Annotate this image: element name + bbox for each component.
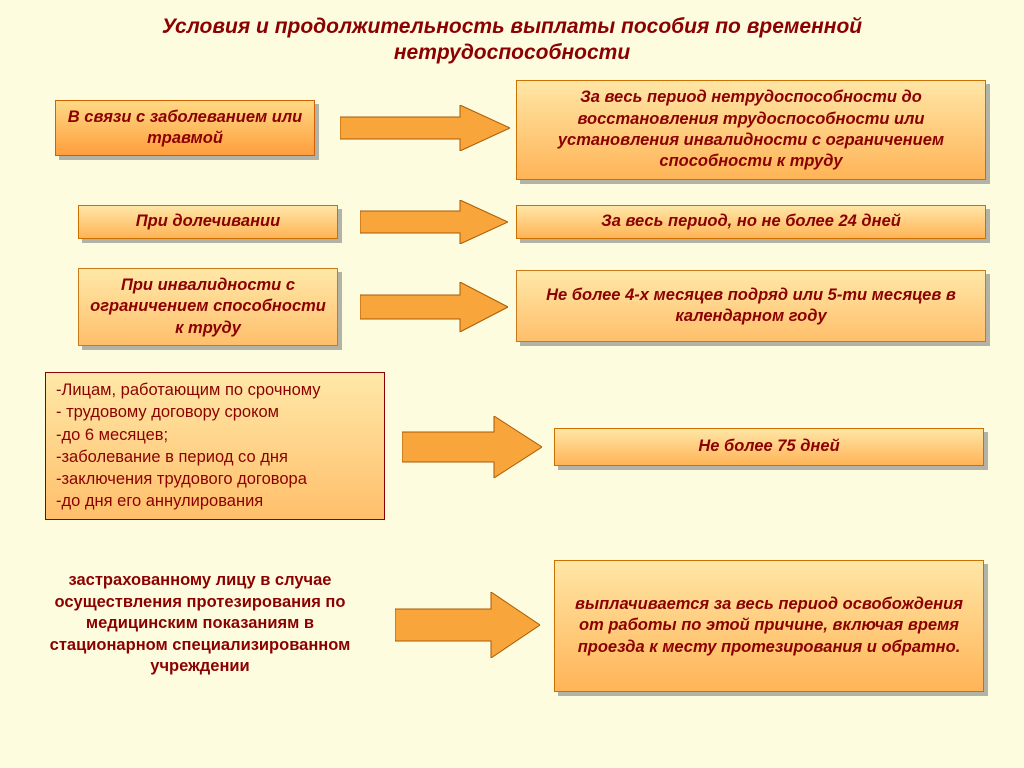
duration-box-2: За весь период, но не более 24 дней xyxy=(516,205,986,239)
condition-box-5: застрахованному лицу в случае осуществле… xyxy=(30,548,370,700)
condition-list-line-3: -заболевание в период со дня xyxy=(56,446,374,468)
condition-text-5: застрахованному лицу в случае осуществле… xyxy=(38,570,362,677)
duration-box-5: выплачивается за весь период освобождени… xyxy=(554,560,984,692)
condition-text-3: При инвалидности с ограничением способно… xyxy=(87,275,329,339)
duration-text-5: выплачивается за весь период освобождени… xyxy=(563,594,975,658)
duration-text-1: За весь период нетрудоспособности до вос… xyxy=(525,87,977,173)
arrow-3 xyxy=(360,282,508,332)
duration-text-3: Не более 4-х месяцев подряд или 5-ти мес… xyxy=(525,285,977,328)
arrow-2 xyxy=(360,200,508,244)
arrow-4 xyxy=(402,416,542,478)
duration-text-4: Не более 75 дней xyxy=(698,436,839,457)
page-title: Условия и продолжительность выплаты посо… xyxy=(0,14,1024,67)
condition-text-1: В связи с заболеванием или травмой xyxy=(64,107,306,150)
condition-box-4: -Лицам, работающим по срочному - трудово… xyxy=(45,372,385,520)
condition-box-3: При инвалидности с ограничением способно… xyxy=(78,268,338,346)
condition-box-1: В связи с заболеванием или травмой xyxy=(55,100,315,156)
duration-box-1: За весь период нетрудоспособности до вос… xyxy=(516,80,986,180)
condition-box-2: При долечивании xyxy=(78,205,338,239)
condition-list-line-5: -до дня его аннулирования xyxy=(56,490,374,512)
condition-list-line-0: -Лицам, работающим по срочному xyxy=(56,379,374,401)
duration-box-3: Не более 4-х месяцев подряд или 5-ти мес… xyxy=(516,270,986,342)
arrow-1 xyxy=(340,105,510,151)
slide-page: Условия и продолжительность выплаты посо… xyxy=(0,0,1024,768)
duration-text-2: За весь период, но не более 24 дней xyxy=(601,211,901,232)
duration-box-4: Не более 75 дней xyxy=(554,428,984,466)
condition-text-2: При долечивании xyxy=(136,211,280,232)
condition-list-line-1: - трудовому договору сроком xyxy=(56,401,374,423)
condition-list-line-2: -до 6 месяцев; xyxy=(56,424,374,446)
arrow-5 xyxy=(395,592,540,658)
condition-list-line-4: -заключения трудового договора xyxy=(56,468,374,490)
